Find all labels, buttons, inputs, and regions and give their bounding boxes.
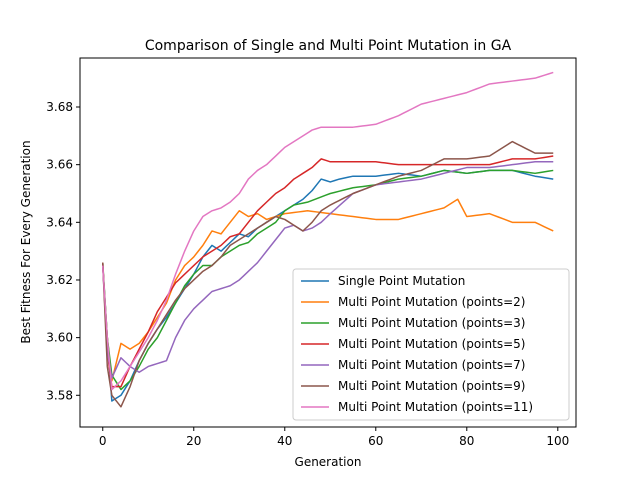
series-line-6 <box>102 140 554 408</box>
x-tick-label: 0 <box>99 434 107 448</box>
y-tick-label: 3.64 <box>46 215 73 229</box>
y-tick-label: 3.62 <box>46 273 73 287</box>
series-line-2 <box>102 198 554 382</box>
series-line-4 <box>102 155 554 388</box>
legend-label: Multi Point Mutation (points=5) <box>338 337 525 351</box>
legend-label: Multi Point Mutation (points=2) <box>338 295 525 309</box>
legend-label: Multi Point Mutation (points=7) <box>338 358 525 372</box>
series-line-7 <box>102 71 554 391</box>
y-tick-label: 3.68 <box>46 100 73 114</box>
x-tick-label: 60 <box>368 434 383 448</box>
plot-frame <box>79 57 577 428</box>
y-tick-label: 3.58 <box>46 388 73 402</box>
x-tick-label: 40 <box>277 434 292 448</box>
y-axis-label: Best Fitness For Every Generation <box>19 140 33 343</box>
x-axis: 0 20 40 60 80 100 <box>99 427 569 448</box>
x-tick-label: 100 <box>546 434 569 448</box>
series-layer <box>102 71 554 408</box>
legend-label: Multi Point Mutation (points=11) <box>338 400 533 414</box>
y-tick-label: 3.66 <box>46 158 73 172</box>
legend-label: Multi Point Mutation (points=9) <box>338 379 525 393</box>
chart-title: Comparison of Single and Multi Point Mut… <box>145 38 512 54</box>
x-tick-label: 20 <box>186 434 201 448</box>
y-axis: 3.58 3.60 3.62 3.64 3.66 3.68 <box>46 100 80 402</box>
legend-label: Single Point Mutation <box>338 274 465 288</box>
x-axis-label: Generation <box>295 455 362 469</box>
series-line-3 <box>102 169 554 391</box>
series-line-5 <box>102 161 554 379</box>
legend-label: Multi Point Mutation (points=3) <box>338 316 525 330</box>
legend: Single Point Mutation Multi Point Mutatio… <box>292 268 570 421</box>
legend-box <box>292 268 570 421</box>
x-tick-label: 80 <box>459 434 474 448</box>
y-tick-label: 3.60 <box>46 331 73 345</box>
